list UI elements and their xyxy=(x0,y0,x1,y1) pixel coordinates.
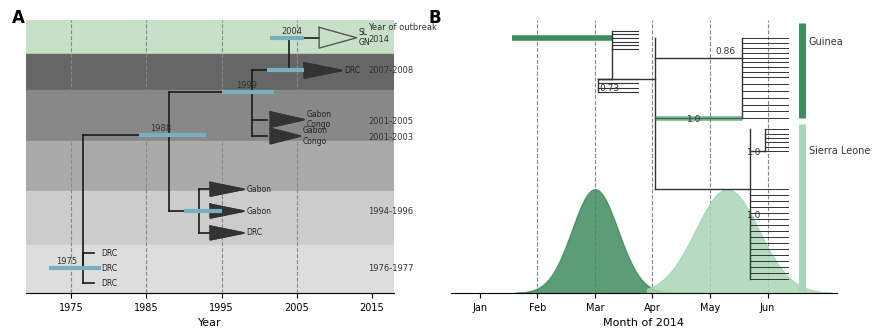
Text: 1.0: 1.0 xyxy=(747,148,762,157)
Text: SL
GN: SL GN xyxy=(359,28,371,47)
Polygon shape xyxy=(210,182,244,196)
Text: 2001-2005: 2001-2005 xyxy=(368,117,413,126)
X-axis label: Year: Year xyxy=(199,318,222,328)
Text: DRC: DRC xyxy=(102,249,117,258)
Text: 2004: 2004 xyxy=(281,27,302,36)
Text: DRC: DRC xyxy=(246,228,263,237)
Text: DRC: DRC xyxy=(102,264,117,273)
Text: 2014: 2014 xyxy=(368,35,389,44)
Polygon shape xyxy=(210,226,244,240)
Text: Sierra Leone: Sierra Leone xyxy=(809,146,871,156)
Polygon shape xyxy=(271,112,304,127)
Text: Gabon: Gabon xyxy=(246,185,272,194)
Text: B: B xyxy=(428,9,441,27)
Text: 1999: 1999 xyxy=(237,81,258,90)
Text: Gabon
Congo: Gabon Congo xyxy=(302,126,328,146)
Text: 1994-1996: 1994-1996 xyxy=(368,206,413,216)
Text: 0.73: 0.73 xyxy=(599,84,619,93)
X-axis label: Month of 2014: Month of 2014 xyxy=(604,318,684,328)
Text: 1988: 1988 xyxy=(150,124,172,133)
Text: 1976-1977: 1976-1977 xyxy=(368,264,413,273)
Text: Gabon: Gabon xyxy=(246,206,272,216)
Text: 0.86: 0.86 xyxy=(716,47,736,56)
Text: Guinea: Guinea xyxy=(809,37,844,47)
Text: 2001-2003: 2001-2003 xyxy=(368,133,413,142)
Text: 1975: 1975 xyxy=(56,257,77,266)
Bar xyxy=(26,20,394,54)
Polygon shape xyxy=(271,129,300,144)
Polygon shape xyxy=(304,63,342,78)
Bar xyxy=(26,90,394,142)
Polygon shape xyxy=(210,204,244,218)
Text: DRC: DRC xyxy=(102,279,117,288)
Bar xyxy=(26,54,394,90)
Bar xyxy=(26,245,394,293)
Text: 1.0: 1.0 xyxy=(687,115,702,125)
Text: Gabon
Congo: Gabon Congo xyxy=(307,110,331,129)
Text: DRC: DRC xyxy=(344,66,360,75)
Text: Year of outbreak: Year of outbreak xyxy=(368,23,437,32)
Text: A: A xyxy=(11,9,25,27)
Bar xyxy=(26,142,394,190)
Text: 1.0: 1.0 xyxy=(747,211,762,220)
Text: 2007-2008: 2007-2008 xyxy=(368,66,413,75)
Bar xyxy=(26,190,394,245)
